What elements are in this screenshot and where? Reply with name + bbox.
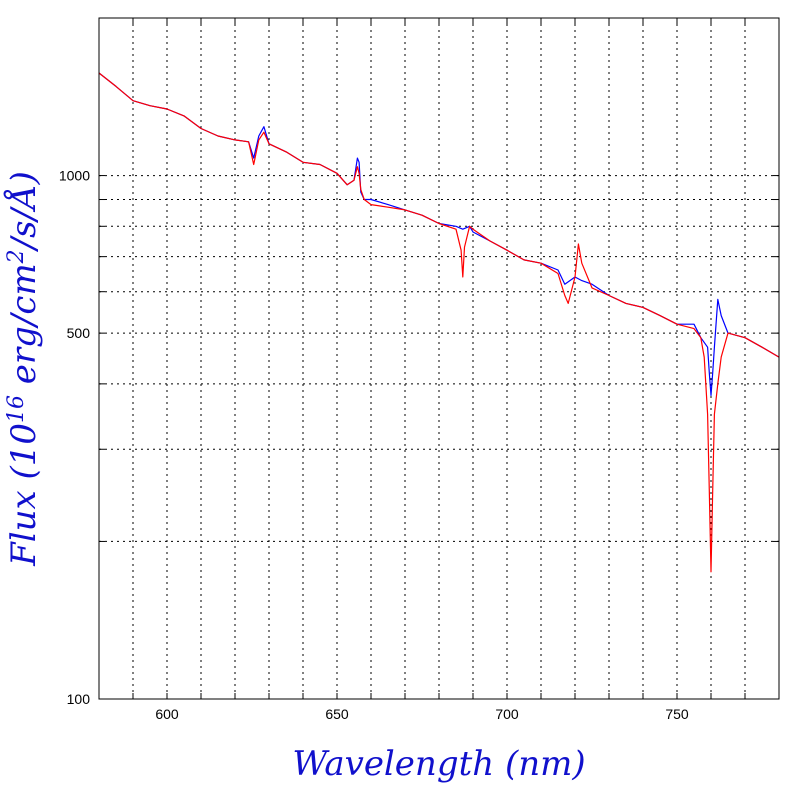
y-tick-label: 100 [67, 691, 91, 707]
x-tick-label: 600 [155, 706, 179, 722]
series-layer [98, 72, 780, 573]
y-axis-title-prefix: Flux (10 [4, 423, 44, 567]
x-axis-title: Wavelength (nm) [292, 744, 585, 784]
y-axis-title-middle: erg/cm [4, 263, 44, 395]
series-line-2 [98, 72, 780, 573]
x-tick-label: 650 [325, 706, 349, 722]
ticks: 600 650 700 750 100 500 1000 [59, 18, 779, 722]
x-tick-label: 750 [665, 706, 689, 722]
y-axis-title-exp1: 16 [4, 395, 29, 423]
x-tick-label: 700 [495, 706, 519, 722]
series-line-1 [98, 72, 780, 397]
y-axis-title: Flux (1016 erg/cm2/s/Å) [3, 171, 44, 567]
y-axis-title-exp2: 2 [4, 249, 29, 264]
y-tick-label: 1000 [59, 168, 90, 184]
y-tick-label: 500 [67, 325, 91, 341]
y-axis-title-suffix: /s/Å) [3, 171, 44, 252]
grid [99, 18, 779, 699]
